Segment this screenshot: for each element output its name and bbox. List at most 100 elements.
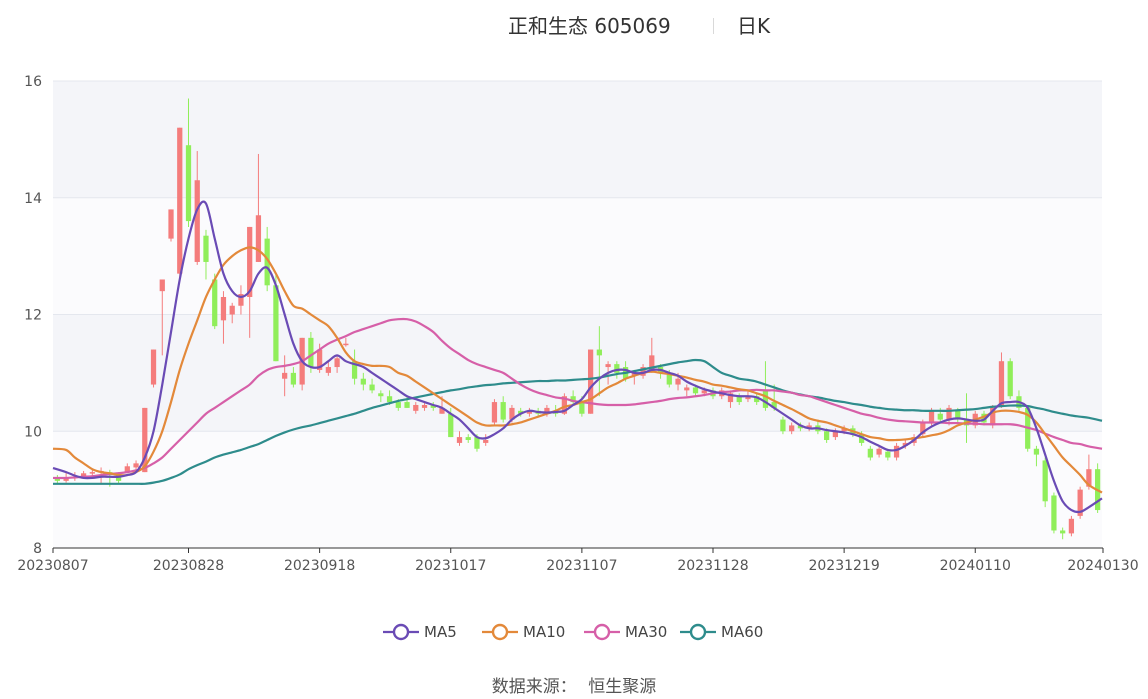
candle-body [570,396,576,403]
candle-body [142,407,148,473]
candle-body [928,410,935,423]
candle-body [867,448,873,458]
candle-body [264,238,270,286]
candle-body [255,215,262,262]
legend-marker-icon [482,623,518,641]
candle-body [491,402,498,423]
candle-body [448,413,454,438]
candle-body [439,407,445,414]
legend-label: MA5 [424,623,457,641]
source-value: 恒生聚源 [588,677,657,697]
candle-body [203,235,209,262]
y-tick-label: 12 [24,308,42,324]
candle-body [587,349,594,414]
candle-body [1042,460,1048,502]
candle-body [325,367,331,373]
legend-item-ma5[interactable]: MA5 [383,621,457,643]
candle-body [771,402,777,408]
y-tick-label: 8 [33,541,42,557]
candle-body [1086,469,1092,487]
plot-band [53,197,1102,315]
candle-body [561,396,568,414]
x-tick-label: 20230807 [17,558,88,574]
candle-body [430,404,436,408]
candle-body [893,445,900,458]
legend-marker-icon [383,623,419,641]
legend-item-ma30[interactable]: MA30 [584,621,667,643]
candle-body [937,413,943,420]
candle-body [990,407,996,426]
candle-body [797,425,804,429]
candle-body [1007,361,1013,397]
candle-body [806,425,812,429]
y-tick-label: 14 [24,191,42,207]
series-line-ma5 [52,200,1103,514]
plot-band [53,314,1102,432]
candle-body [212,279,218,327]
candle-body [544,407,550,414]
title-divider [713,18,714,34]
legend-label: MA10 [523,623,566,641]
candle-body [133,463,139,468]
candle-body [308,337,314,368]
series-line-ma60 [52,358,1103,485]
candle-body [290,372,297,385]
candle-body [369,384,375,391]
chart-period: 日K [737,14,771,38]
candle-body [80,473,87,477]
candle-body [63,477,69,481]
candle-body [185,145,192,222]
legend-marker-icon [584,623,620,641]
plot-band [53,81,1102,198]
candle-body [920,422,926,435]
candle-body [150,349,157,385]
candle-body [1033,448,1040,455]
candle-body [631,372,637,376]
candle-body [509,407,515,420]
data-source: 数据来源： 恒生聚源 [0,672,1148,697]
candle-body [745,396,751,400]
candle-body [273,285,279,362]
candle-body [876,448,882,455]
candle-body [789,425,795,432]
candle-body [1060,530,1066,534]
candle-body [413,404,419,411]
candle-body [500,402,506,420]
chart-title: 正和生态 605069 [508,14,671,38]
candle-body [727,393,734,403]
plot-band [53,431,1102,548]
candle-body [386,396,393,403]
legend-item-ma60[interactable]: MA60 [680,621,763,643]
candle-body [465,437,471,441]
candle-body [1068,518,1075,534]
x-tick-label: 20240130 [1067,558,1138,574]
chart-legend: MA5 MA10 MA30 MA60 [0,621,1148,643]
candle-body [902,442,908,446]
x-tick-label: 20231219 [808,558,879,574]
candle-body [360,378,366,385]
candle-body [596,349,602,356]
candle-body [1051,495,1057,531]
candle-body [247,226,253,297]
candle-body [456,437,463,443]
candle-body [579,402,585,414]
candle-body [421,404,428,408]
candle-body [824,431,830,441]
candle-body [159,279,165,292]
legend-label: MA30 [625,623,668,641]
candle-body [378,393,384,397]
legend-item-ma10[interactable]: MA10 [482,621,565,643]
candle-body [780,419,786,432]
x-tick-label: 20230918 [284,558,355,574]
candle-body [518,410,524,414]
candle-body [649,355,655,370]
candle-body [238,294,244,306]
candle-body [614,364,620,373]
candle-body [168,209,174,239]
candle-body [955,410,961,420]
candle-body [832,431,839,438]
candle-body [858,434,865,443]
candle-body [334,358,340,368]
candle-body [684,387,690,391]
candle-body [981,413,987,423]
